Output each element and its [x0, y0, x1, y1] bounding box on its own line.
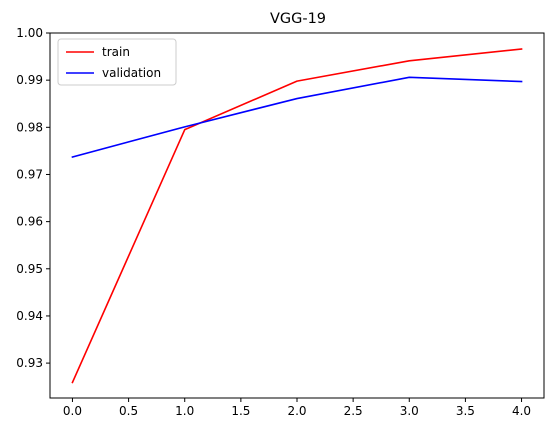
x-tick-label: 1.0: [175, 404, 194, 418]
axis-ticks: 0.0 0.5 1.0 1.5 2.0 2.5 3.0 3.5 4.0 0.93 0.94 0.95 0…: [16, 26, 531, 418]
plot-frame: [49, 32, 545, 399]
y-tick-label: 0.98: [16, 120, 43, 134]
series-lines: [71, 48, 523, 384]
x-tick-label: 4.0: [512, 404, 531, 418]
x-tick-label: 3.0: [400, 404, 419, 418]
x-tick-label: 1.5: [231, 404, 250, 418]
y-tick-label: 1.00: [16, 26, 43, 40]
y-tick-label: 0.97: [16, 167, 43, 181]
series-line-train: [71, 48, 523, 384]
x-tick-label: 2.5: [344, 404, 363, 418]
x-tick-label: 2.0: [287, 404, 306, 418]
y-tick-label: 0.93: [16, 356, 43, 370]
x-tick-label: 0.5: [119, 404, 138, 418]
legend-label-train: train: [102, 45, 130, 59]
series-line-validation: [71, 76, 523, 159]
legend: train validation: [57, 38, 177, 86]
y-tick-label: 0.99: [16, 73, 43, 87]
y-tick-label: 0.96: [16, 215, 43, 229]
x-tick-label: 3.5: [456, 404, 475, 418]
x-tick-label: 0.0: [63, 404, 82, 418]
y-tick-label: 0.94: [16, 309, 43, 323]
y-tick-label: 0.95: [16, 262, 43, 276]
legend-label-validation: validation: [102, 66, 161, 80]
chart-title: VGG-19: [270, 11, 326, 27]
